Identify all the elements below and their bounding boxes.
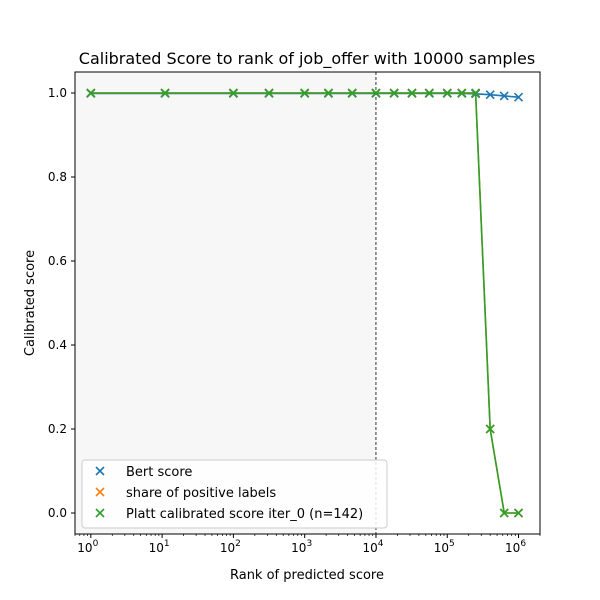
y-tick-label: 1.0 <box>48 86 67 100</box>
data-point <box>457 88 467 98</box>
x-tick-label: 106 <box>505 539 526 555</box>
data-point <box>323 88 333 98</box>
y-tick-label: 0.4 <box>48 338 67 352</box>
data-point <box>371 88 381 98</box>
data-point <box>407 88 417 98</box>
shaded-region <box>75 72 376 534</box>
x-axis-label: Rank of predicted score <box>230 568 384 583</box>
data-point <box>442 88 452 98</box>
y-axis-label: Calibrated score <box>23 250 38 356</box>
y-tick-label: 0.6 <box>48 254 67 268</box>
legend-label: share of positive labels <box>126 486 276 501</box>
chart-title: Calibrated Score to rank of job_offer wi… <box>79 49 535 69</box>
data-point <box>347 88 357 98</box>
legend-box <box>81 459 388 529</box>
y-tick-label: 0.8 <box>48 170 67 184</box>
y-tick-label: 0.0 <box>48 506 67 520</box>
data-point <box>471 88 481 98</box>
data-point <box>499 508 509 518</box>
x-tick-label: 105 <box>434 539 455 555</box>
x-tick-label: 101 <box>149 539 170 555</box>
data-point <box>485 424 495 434</box>
legend-label: Platt calibrated score iter_0 (n=142) <box>126 507 363 522</box>
plot-frame <box>74 71 541 535</box>
data-point <box>424 88 434 98</box>
legend-label: Bert score <box>126 465 192 480</box>
data-point <box>485 90 495 100</box>
legend-marker <box>95 508 105 518</box>
legend-marker <box>95 466 105 476</box>
data-point <box>300 88 310 98</box>
legend-marker <box>95 487 105 497</box>
x-tick-label: 102 <box>220 539 241 555</box>
data-point <box>513 92 524 102</box>
data-point <box>86 88 96 98</box>
y-tick-label: 0.2 <box>48 422 67 436</box>
x-tick-label: 104 <box>362 539 383 555</box>
data-point <box>499 91 509 101</box>
data-point <box>160 88 170 98</box>
data-point <box>513 508 524 518</box>
x-tick-label: 103 <box>291 539 312 555</box>
data-point <box>264 88 274 98</box>
data-point <box>228 88 238 98</box>
data-point <box>389 88 399 98</box>
x-tick-label: 100 <box>77 539 98 555</box>
